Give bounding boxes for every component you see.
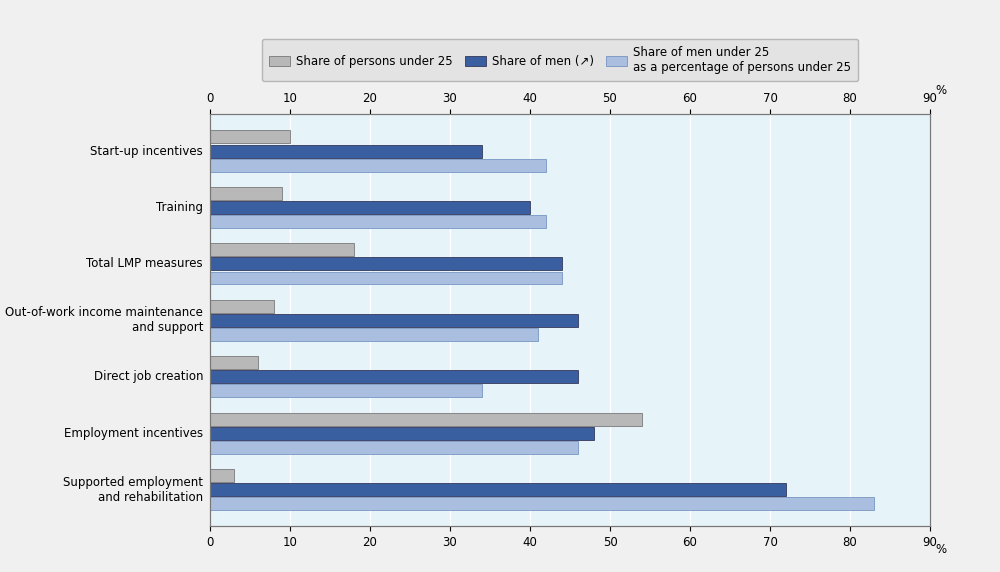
Legend: Share of persons under 25, Share of men (↗), Share of men under 25
as a percenta: Share of persons under 25, Share of men … <box>262 39 858 81</box>
Text: %: % <box>935 84 946 97</box>
Bar <box>210 314 578 327</box>
Bar <box>210 427 594 440</box>
Bar <box>210 469 234 482</box>
Bar <box>210 328 538 341</box>
Bar <box>210 158 546 172</box>
Bar <box>210 483 786 496</box>
Bar <box>210 441 578 454</box>
Bar <box>210 215 546 228</box>
Bar <box>210 272 562 284</box>
Bar <box>210 257 562 271</box>
Bar <box>210 145 482 157</box>
Bar <box>210 243 354 256</box>
Bar <box>210 201 530 214</box>
Bar <box>210 370 578 383</box>
Bar <box>210 356 258 369</box>
Bar <box>210 187 282 200</box>
Bar <box>210 130 290 144</box>
Bar <box>210 384 482 398</box>
Bar <box>210 497 874 510</box>
Text: %: % <box>935 543 946 557</box>
Bar <box>210 300 274 313</box>
Bar <box>210 412 642 426</box>
